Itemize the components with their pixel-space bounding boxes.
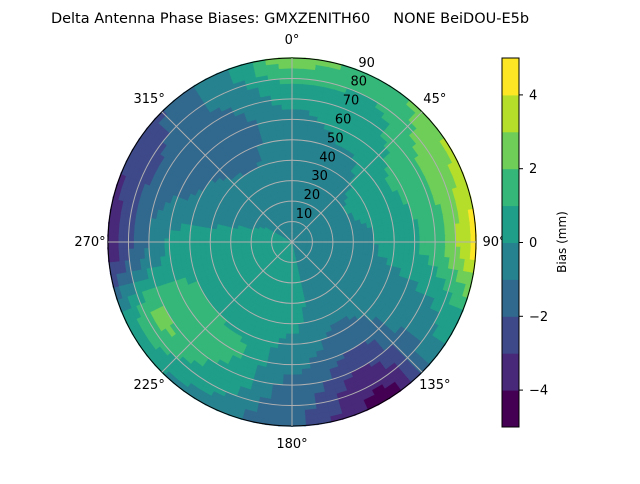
- radial-tick-label: 60: [335, 113, 352, 128]
- radial-tick-label: 70: [343, 94, 360, 109]
- angular-tick-label: 270°: [74, 235, 105, 250]
- radial-tick-label: 10: [296, 207, 313, 222]
- radial-tick-label: 50: [327, 131, 344, 146]
- colorbar-segment: [502, 206, 519, 243]
- colorbar-tick-label: 0: [529, 236, 537, 251]
- colorbar-segment: [502, 353, 519, 390]
- radial-tick-label: 20: [304, 188, 321, 203]
- colorbar-segment: [502, 58, 519, 95]
- chart-title: Delta Antenna Phase Biases: GMXZENITH60 …: [51, 11, 529, 27]
- colorbar-label: Bias (mm): [555, 211, 569, 273]
- angular-tick-label: 225°: [134, 378, 165, 393]
- colorbar-tick-label: −4: [529, 384, 548, 399]
- colorbar-segment: [502, 95, 519, 132]
- colorbar-tick-label: −2: [529, 310, 548, 325]
- angular-tick-label: 0°: [285, 33, 300, 48]
- colorbar-segment: [502, 243, 519, 280]
- angular-tick-label: 315°: [134, 92, 165, 107]
- radial-tick-label: 40: [319, 150, 336, 165]
- colorbar-tick-label: 4: [529, 88, 537, 103]
- polar-grid: [108, 58, 476, 426]
- radial-tick-label: 30: [311, 169, 328, 184]
- angular-tick-label: 45°: [423, 92, 446, 107]
- colorbar-tick-label: 2: [529, 162, 537, 177]
- radial-tick-label: 80: [351, 75, 368, 90]
- colorbar-segment: [502, 169, 519, 206]
- colorbar-segment: [502, 279, 519, 316]
- angular-tick-label: 135°: [419, 378, 450, 393]
- colorbar-segment: [502, 132, 519, 169]
- colorbar: −4 −2 0 2 4: [502, 58, 548, 428]
- colorbar-segment: [502, 390, 519, 427]
- colorbar-segment: [502, 316, 519, 353]
- angular-tick-label: 180°: [276, 437, 307, 452]
- radial-tick-label: 90: [358, 56, 375, 71]
